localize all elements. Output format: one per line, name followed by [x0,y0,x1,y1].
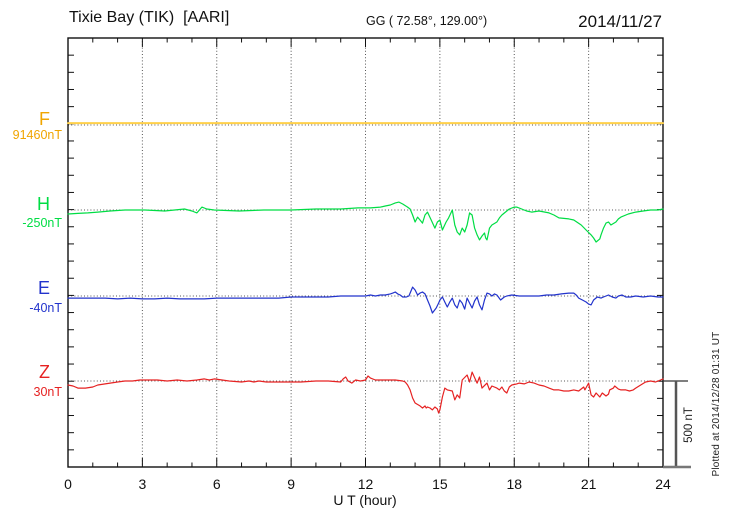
page-title: Tixie Bay (TIK) [AARI] [69,9,230,26]
station-coordinates: GG ( 72.58°, 129.00°) [366,14,488,28]
plot-frame [67,37,664,468]
channel-label-h: H [37,194,50,214]
x-tick-label: 12 [357,476,374,492]
frame-rect [67,37,664,468]
plotted-at-note: Plotted at 2014/12/28 01:31 UT [711,332,722,477]
trace-z [67,371,664,414]
channel-baseline-f: 91460nT [12,128,62,142]
x-tick-label: 24 [655,476,671,492]
x-axis-title: U T (hour) [333,492,397,508]
gridlines [68,38,663,467]
trace-e [67,286,664,314]
x-tick-label: 15 [432,476,448,492]
x-tick-label: 6 [212,476,221,492]
trace-h [67,201,664,243]
channel-baseline-z: 30nT [33,385,63,399]
x-tick-label: 9 [287,476,296,492]
trace-lines [67,122,664,414]
channel-label-z: Z [39,362,50,382]
axis-ticks [67,38,664,467]
channel-label-f: F [39,109,50,129]
x-tick-label: 21 [580,476,597,492]
channel-label-e: E [37,278,50,298]
x-tick-label: 0 [64,476,72,492]
channel-baseline-e: -40nT [29,301,62,315]
x-tick-label: 18 [506,476,523,492]
plot-date: 2014/11/27 [578,12,662,31]
x-tick-label: 3 [138,476,147,492]
channel-baseline-h: -250nT [22,216,62,230]
scale-bar-label: 500 nT [683,407,695,443]
scale-bar [663,380,691,469]
